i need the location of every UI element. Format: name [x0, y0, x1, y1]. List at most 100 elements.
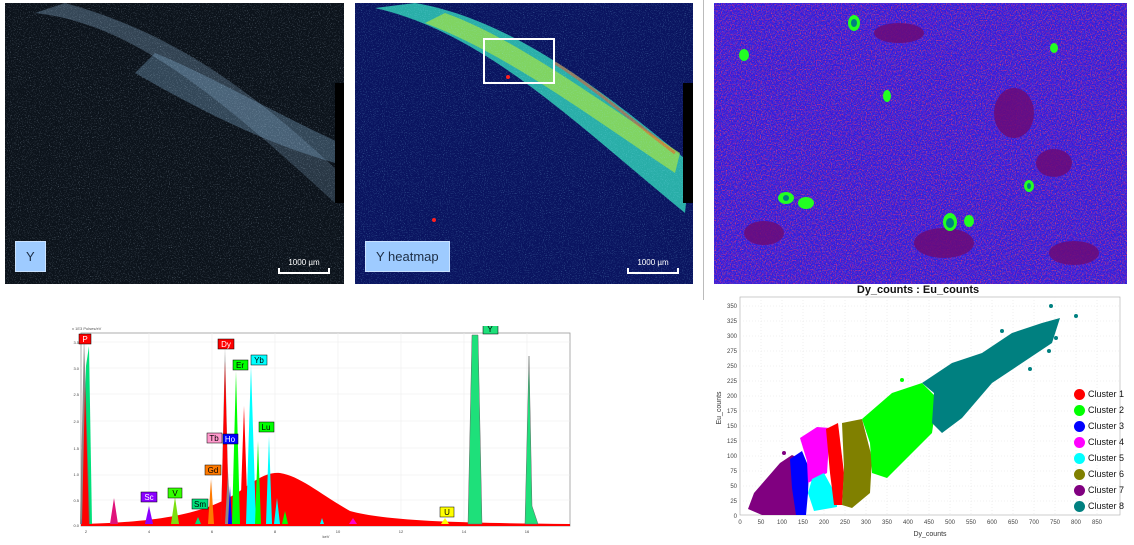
svg-text:6: 6 — [211, 529, 214, 534]
cluster-map-image — [714, 3, 1127, 284]
svg-text:0.5: 0.5 — [73, 498, 79, 503]
cluster-8-points — [922, 318, 1060, 433]
svg-text:150: 150 — [727, 424, 738, 430]
svg-text:325: 325 — [727, 319, 738, 325]
y-heatmap-image — [355, 3, 693, 284]
scatter-chart: 0 25 50 75 100 125 150 175 200 225 250 275 300 325 350… — [716, 296, 1121, 538]
svg-text:0: 0 — [734, 514, 738, 520]
legend-dot-icon — [1074, 484, 1085, 496]
legend-item-cluster-3[interactable]: Cluster 3 — [1074, 418, 1134, 434]
svg-text:300: 300 — [861, 520, 872, 526]
y-heatmap-label: Y heatmap — [365, 241, 450, 272]
svg-text:2.0: 2.0 — [73, 419, 79, 424]
legend-item-cluster-4[interactable]: Cluster 4 — [1074, 434, 1134, 450]
svg-text:350: 350 — [727, 304, 738, 310]
svg-text:2: 2 — [85, 529, 88, 534]
svg-text:1.0: 1.0 — [73, 472, 79, 477]
legend-item-cluster-8[interactable]: Cluster 8 — [1074, 498, 1134, 514]
cluster-4-points — [800, 427, 830, 483]
legend-dot-icon — [1074, 404, 1085, 416]
svg-text:200: 200 — [727, 394, 738, 400]
svg-text:200: 200 — [819, 520, 830, 526]
cluster-7-points — [748, 455, 800, 515]
svg-text:3.5: 3.5 — [73, 340, 79, 345]
legend-item-cluster-1[interactable]: Cluster 1 — [1074, 386, 1134, 402]
legend-dot-icon — [1074, 452, 1085, 464]
svg-text:275: 275 — [727, 349, 738, 355]
svg-text:8: 8 — [274, 529, 277, 534]
svg-text:850: 850 — [1092, 520, 1103, 526]
spectrum-x-unit: keV — [323, 534, 330, 539]
svg-text:400: 400 — [903, 520, 914, 526]
svg-text:700: 700 — [1029, 520, 1040, 526]
peak-label-tb: Tb — [209, 434, 219, 443]
y-heatmap: Y heatmap 1000 µm — [355, 3, 693, 284]
peak-label-gd: Gd — [208, 466, 219, 475]
svg-text:225: 225 — [727, 379, 738, 385]
legend-dot-icon — [1074, 420, 1085, 432]
legend-item-cluster-7[interactable]: Cluster 7 — [1074, 482, 1134, 498]
svg-text:300: 300 — [727, 334, 738, 340]
region-of-interest-box[interactable] — [483, 38, 555, 84]
cluster-map — [714, 3, 1127, 284]
peak-label-u: U — [444, 508, 450, 517]
svg-text:4: 4 — [148, 529, 151, 534]
y-axis-label: Eu_counts — [716, 391, 723, 425]
y-map-label: Y — [15, 241, 46, 272]
svg-text:250: 250 — [840, 520, 851, 526]
svg-text:0: 0 — [738, 520, 742, 526]
peak-label-p: P — [82, 335, 87, 344]
peak-label-v: V — [172, 489, 178, 498]
svg-text:450: 450 — [924, 520, 935, 526]
svg-text:50: 50 — [758, 520, 765, 526]
peak-label-sc: Sc — [144, 493, 153, 502]
scatter-title: Dy_counts : Eu_counts — [856, 284, 980, 296]
legend-dot-icon — [1074, 500, 1085, 512]
x-axis-label: Dy_counts — [913, 531, 947, 538]
svg-text:1.5: 1.5 — [73, 446, 79, 451]
svg-text:550: 550 — [966, 520, 977, 526]
cluster-5-points — [808, 473, 837, 511]
svg-text:175: 175 — [727, 409, 738, 415]
peak-label-lu: Lu — [262, 423, 271, 432]
legend-dot-icon — [1074, 436, 1085, 448]
svg-text:10: 10 — [336, 529, 341, 534]
peak-label-yb: Yb — [254, 356, 264, 365]
y-element-map: Y 1000 µm — [5, 3, 344, 284]
svg-text:25: 25 — [730, 499, 737, 505]
y-map-image — [5, 3, 344, 284]
legend-dot-icon — [1074, 468, 1085, 480]
peak-label-y: Y — [487, 326, 493, 334]
svg-text:350: 350 — [882, 520, 893, 526]
scale-bar: 1000 µm — [278, 258, 330, 274]
svg-text:3.0: 3.0 — [73, 366, 79, 371]
scale-bar-label: 1000 µm — [288, 258, 320, 267]
legend-dot-icon — [1074, 388, 1085, 400]
peak-label-ho: Ho — [225, 435, 236, 444]
spectrum-chart: x 1E3 Pulses/eV 0.0 0.5 1.0 1.5 2.0 2.5 3.0 3.5… — [72, 326, 571, 539]
svg-text:150: 150 — [798, 520, 809, 526]
scale-bar-label: 1000 µm — [637, 258, 669, 267]
peak-label-dy: Dy — [221, 340, 231, 349]
svg-text:14: 14 — [462, 529, 467, 534]
svg-text:2.5: 2.5 — [73, 392, 79, 397]
legend-item-cluster-5[interactable]: Cluster 5 — [1074, 450, 1134, 466]
svg-text:650: 650 — [1008, 520, 1019, 526]
svg-text:12: 12 — [399, 529, 404, 534]
svg-text:600: 600 — [987, 520, 998, 526]
peak-label-er: Er — [236, 361, 244, 370]
svg-text:100: 100 — [727, 454, 738, 460]
svg-text:750: 750 — [1050, 520, 1061, 526]
svg-text:800: 800 — [1071, 520, 1082, 526]
svg-text:125: 125 — [727, 439, 738, 445]
svg-text:100: 100 — [777, 520, 788, 526]
plot-area — [80, 332, 571, 527]
legend-item-cluster-2[interactable]: Cluster 2 — [1074, 402, 1134, 418]
svg-text:75: 75 — [730, 469, 737, 475]
svg-text:250: 250 — [727, 364, 738, 370]
cluster-2-points — [862, 383, 937, 478]
legend-item-cluster-6[interactable]: Cluster 6 — [1074, 466, 1134, 482]
cluster-1-points — [826, 423, 844, 505]
svg-text:16: 16 — [525, 529, 530, 534]
scatter-legend: Cluster 1 Cluster 2 Cluster 3 Cluster 4 … — [1074, 386, 1134, 514]
